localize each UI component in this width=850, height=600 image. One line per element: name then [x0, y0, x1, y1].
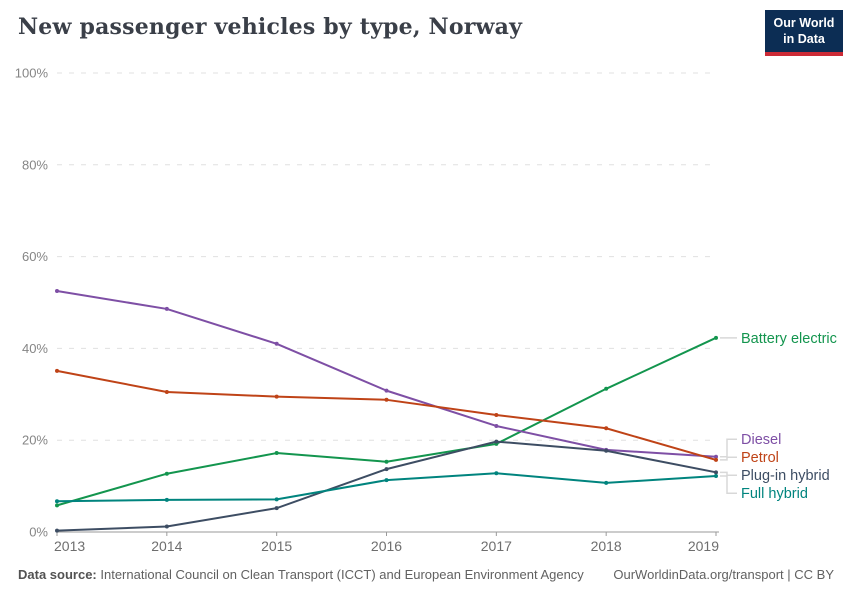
data-point-diesel-2015[interactable] [274, 341, 279, 346]
data-point-petrol-2017[interactable] [494, 412, 499, 417]
x-axis-label-2016: 2016 [371, 538, 402, 554]
data-point-petrol-2016[interactable] [384, 397, 389, 402]
owid-logo-line1: Our World [773, 16, 835, 30]
data-point-diesel-2017[interactable] [494, 423, 499, 428]
y-axis-label-100: 100% [15, 66, 49, 81]
chart-footer: Data source: International Council on Cl… [18, 567, 834, 582]
data-point-petrol-2014[interactable] [164, 390, 169, 395]
legend-label-plug-in-hybrid[interactable]: Plug-in hybrid [741, 468, 830, 484]
data-point-full-hybrid-2014[interactable] [164, 497, 169, 502]
data-point-full-hybrid-2018[interactable] [604, 480, 609, 485]
data-point-diesel-2019[interactable] [714, 454, 718, 459]
legend-label-battery-electric[interactable]: Battery electric [741, 331, 837, 347]
data-source-text: International Council on Clean Transport… [100, 567, 584, 582]
data-point-full-hybrid-2013[interactable] [55, 499, 59, 504]
y-axis-label-60: 60% [22, 249, 48, 264]
data-point-battery-electric-2015[interactable] [274, 451, 279, 456]
legend-connector-plug-in-hybrid [720, 471, 737, 476]
data-point-plug-in-hybrid-2015[interactable] [274, 506, 279, 511]
x-axis-label-2017: 2017 [481, 538, 512, 554]
data-point-battery-electric-2018[interactable] [604, 386, 609, 391]
y-axis-label-20: 20% [22, 433, 48, 448]
legend-connector-petrol [720, 456, 737, 461]
owid-logo[interactable]: Our World in Data [765, 10, 843, 57]
data-point-battery-electric-2014[interactable] [164, 471, 169, 476]
data-point-battery-electric-2019[interactable] [714, 335, 718, 340]
page-title: New passenger vehicles by type, Norway [18, 14, 523, 40]
data-source-note: Data source: International Council on Cl… [18, 567, 584, 582]
data-point-full-hybrid-2017[interactable] [494, 471, 499, 476]
data-point-full-hybrid-2019[interactable] [714, 474, 718, 479]
legend-label-full-hybrid[interactable]: Full hybrid [741, 486, 808, 502]
y-axis-label-0: 0% [29, 525, 48, 540]
data-point-petrol-2015[interactable] [274, 394, 279, 399]
series-line-plug-in-hybrid[interactable] [56, 440, 717, 532]
owid-attribution-link[interactable]: OurWorldinData.org/transport | CC BY [613, 567, 834, 582]
x-axis-label-2013: 2013 [54, 538, 85, 554]
data-point-plug-in-hybrid-2013[interactable] [55, 528, 59, 533]
data-point-diesel-2016[interactable] [384, 388, 389, 393]
data-point-plug-in-hybrid-2014[interactable] [164, 524, 169, 529]
data-point-petrol-2013[interactable] [55, 368, 59, 373]
x-axis-label-2019: 2019 [688, 538, 719, 554]
x-axis-label-2014: 2014 [151, 538, 182, 554]
x-axis-label-2018: 2018 [591, 538, 622, 554]
legend-label-petrol[interactable]: Petrol [741, 450, 779, 466]
data-point-petrol-2018[interactable] [604, 426, 609, 431]
data-point-full-hybrid-2015[interactable] [274, 497, 279, 502]
data-point-battery-electric-2013[interactable] [55, 503, 59, 508]
data-source-label: Data source: [18, 567, 97, 582]
y-axis-label-40: 40% [22, 341, 48, 356]
legend-label-diesel[interactable]: Diesel [741, 432, 781, 448]
data-point-plug-in-hybrid-2019[interactable] [714, 470, 718, 475]
owid-logo-line2: in Data [783, 31, 825, 46]
data-point-plug-in-hybrid-2017[interactable] [494, 439, 499, 444]
data-point-battery-electric-2016[interactable] [384, 459, 389, 464]
data-point-full-hybrid-2016[interactable] [384, 478, 389, 483]
x-axis-label-2015: 2015 [261, 538, 292, 554]
data-point-plug-in-hybrid-2018[interactable] [604, 448, 609, 453]
legend-connector-full-hybrid [720, 475, 737, 494]
legend-connector-diesel [720, 438, 737, 458]
data-point-diesel-2013[interactable] [55, 289, 59, 294]
data-point-diesel-2014[interactable] [164, 306, 169, 311]
data-point-petrol-2019[interactable] [714, 457, 718, 462]
data-point-plug-in-hybrid-2016[interactable] [384, 467, 389, 472]
y-axis-label-80: 80% [22, 157, 48, 172]
